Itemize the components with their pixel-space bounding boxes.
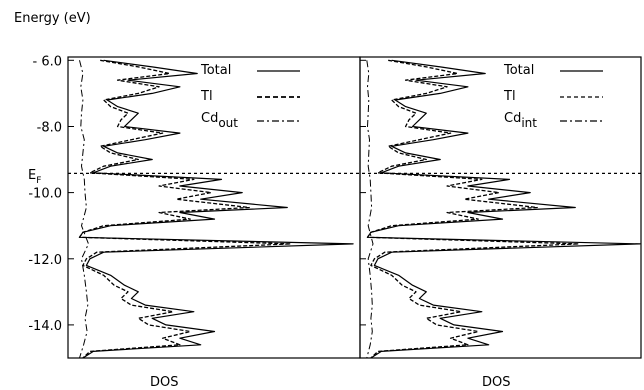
y-tick-label: - 6.0 bbox=[33, 54, 63, 69]
legend-right-cd-label: Cdint bbox=[504, 111, 537, 130]
y-tick-label: -14.0 bbox=[28, 319, 62, 334]
series-line-right-cd-int bbox=[366, 60, 374, 359]
y-tick-label: -10.0 bbox=[28, 187, 62, 202]
legend-right: Total Tl Cdint bbox=[503, 63, 603, 130]
series-line-left-total bbox=[78, 59, 354, 359]
y-tick-label: -8.0 bbox=[37, 121, 62, 136]
series-line-left-tl bbox=[78, 59, 292, 359]
svg-text:EF: EF bbox=[28, 168, 41, 186]
legend-right-tl-label: Tl bbox=[503, 89, 516, 104]
y-tick-label: -12.0 bbox=[28, 253, 62, 268]
legend-left: Total Tl Cdout bbox=[200, 63, 300, 130]
x-axis-label-left: DOS bbox=[150, 375, 179, 390]
y-ticks: - 6.0 -8.0 -10.0 -12.0 -14.0 bbox=[28, 54, 366, 334]
x-axis-label-right: DOS bbox=[482, 375, 511, 390]
right-panel-frame bbox=[359, 56, 642, 359]
fermi-label: EF bbox=[28, 168, 41, 186]
legend-left-total-label: Total bbox=[200, 63, 231, 78]
legend-left-tl-label: Tl bbox=[200, 89, 213, 104]
series-line-left-cd-out bbox=[79, 60, 89, 359]
left-panel-frame bbox=[67, 56, 361, 359]
legend-left-cd-label: Cdout bbox=[201, 111, 238, 130]
y-axis-title: Energy (eV) bbox=[14, 11, 91, 26]
curves bbox=[78, 59, 641, 359]
series-line-right-tl bbox=[366, 59, 580, 359]
series-line-right-total bbox=[366, 59, 641, 359]
legend-right-total-label: Total bbox=[503, 63, 534, 78]
